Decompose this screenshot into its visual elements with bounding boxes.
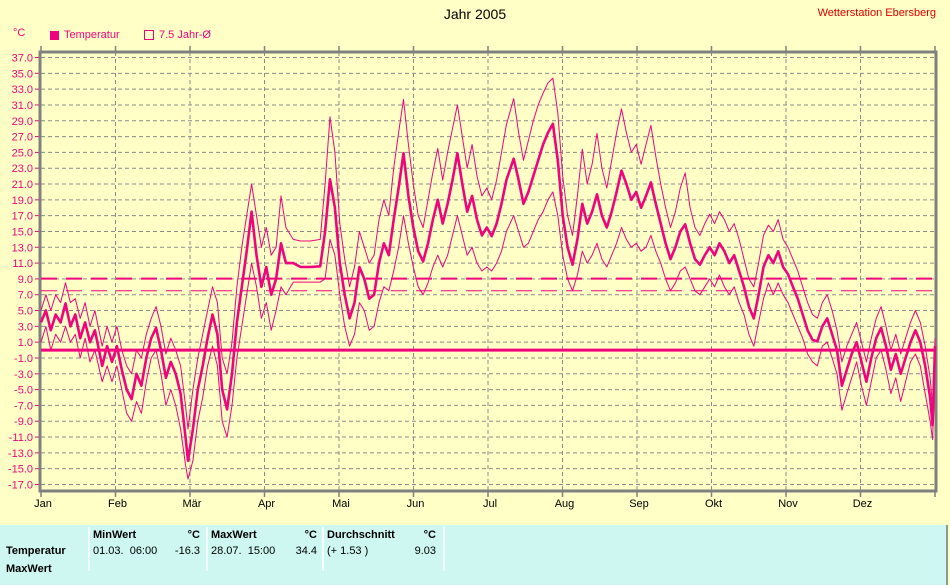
column-separator [322,527,324,571]
maxwert-value: 34.4 [295,545,317,557]
y-tick-label: 5.0 [18,306,33,318]
durchschnitt-header: Durchschnitt [327,529,395,541]
table-right-border [946,525,948,585]
legend-label-temperatur: Temperatur [64,29,120,41]
durchschnitt-unit: °C [423,529,436,541]
average-series-swatch-icon [144,30,154,40]
max-temperature-line [40,77,936,430]
avg-temperature-line [39,122,937,463]
y-tick-label: 29.0 [12,116,33,128]
month-label: Jun [407,498,425,510]
y-tick-label: 37.0 [12,53,33,65]
minwert-value: -16.3 [174,545,200,557]
y-tick-label: 15.0 [12,226,33,238]
month-label: Nov [778,498,798,510]
y-tick-label: 9.0 [18,274,33,286]
y-tick-label: -9.0 [14,416,33,428]
month-label: Jul [483,498,497,510]
y-tick-label: -1.0 [14,353,33,365]
y-tick-label: 1.0 [18,337,33,349]
table-row-label: Temperatur [6,545,66,557]
column-separator [88,527,90,571]
plot-frame [38,50,938,493]
summary-table: Temperatur MaxWert MinWert °C 01.03. 06:… [0,525,948,585]
month-label: Dez [853,498,873,510]
temperatur-series-swatch-icon [50,30,59,40]
month-label: Jan [34,498,52,510]
month-label: Feb [108,498,127,510]
month-label: Mai [332,498,350,510]
weather-chart-page: { "header": { "title": "Jahr 2005", "sta… [0,6,948,585]
month-label: Okt [705,498,722,510]
y-tick-label: 31.0 [12,100,33,112]
month-label: Mär [183,498,202,510]
station-name: Wetterstation Ebersberg [817,7,936,19]
month-label: Sep [629,498,649,510]
y-tick-label: 17.0 [12,211,33,223]
y-tick-label: 27.0 [12,132,33,144]
maxwert-header: MaxWert [211,529,257,541]
month-label: Aug [555,498,575,510]
y-tick-label: 11.0 [12,258,33,270]
legend-item-average: 7.5 Jahr-Ø [144,29,211,41]
maxwert-datetime: 28.07. 15:00 [211,545,276,557]
y-tick-label: -3.0 [14,369,33,381]
legend-item-temperatur: Temperatur [50,29,120,41]
maxwert-unit: °C [304,529,317,541]
column-separator [206,527,208,571]
y-tick-label: 21.0 [12,179,33,191]
y-tick-label: -13.0 [8,448,33,460]
table-next-row-label-partial: MaxWert [6,563,52,575]
y-tick-label: -7.0 [14,400,33,412]
y-tick-label: -15.0 [8,464,33,476]
durchschnitt-value: 9.03 [414,545,436,557]
page-title: Jahr 2005 [443,6,507,22]
minwert-unit: °C [187,529,200,541]
y-tick-label: 7.0 [18,290,33,302]
min-temperature-line [40,191,936,480]
column-separator [443,527,445,571]
temperature-chart: 37.0 35.0 33.0 31.0 29.0 27.0 25.0 23.0 21.0 19.0… [8,46,938,510]
y-axis-unit-label: °C [13,27,26,39]
y-tick-label: 3.0 [18,321,33,333]
y-tick-label: 25.0 [12,147,33,159]
minwert-datetime: 01.03. 06:00 [93,545,158,557]
y-tick-label: 33.0 [12,84,33,96]
y-tick-label: -11.0 [9,432,33,444]
minwert-header: MinWert [93,529,137,541]
y-tick-label: -17.0 [8,480,33,492]
durchschnitt-deviation: (+ 1.53 ) [327,545,369,557]
y-tick-label: 19.0 [12,195,33,207]
legend-label-average: 7.5 Jahr-Ø [159,29,211,41]
y-tick-label: 23.0 [12,163,33,175]
y-tick-label: 13.0 [12,242,33,254]
y-tick-label: 35.0 [12,68,33,80]
y-tick-label: -5.0 [14,385,33,397]
month-label: Apr [258,498,275,510]
